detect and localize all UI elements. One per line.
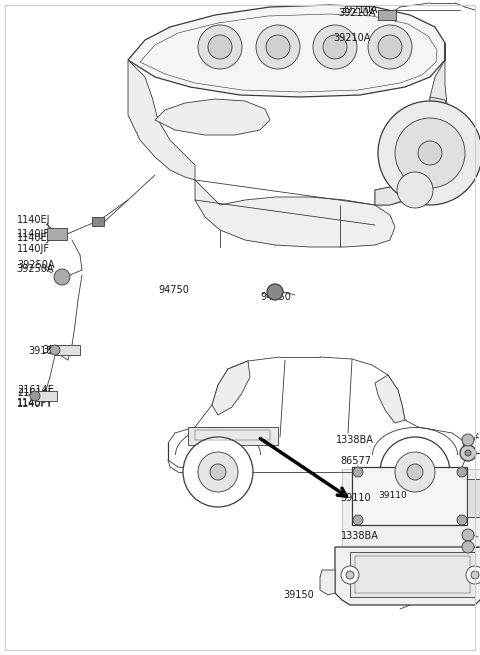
Text: 1140FY: 1140FY <box>17 399 53 409</box>
Bar <box>55 345 80 355</box>
Circle shape <box>378 35 402 59</box>
Circle shape <box>256 25 300 69</box>
Text: 1140EJ: 1140EJ <box>17 215 50 225</box>
Circle shape <box>397 172 433 208</box>
Circle shape <box>30 391 40 401</box>
Circle shape <box>466 566 480 584</box>
Circle shape <box>266 35 290 59</box>
Circle shape <box>460 445 476 461</box>
Polygon shape <box>375 97 452 205</box>
Polygon shape <box>375 375 405 423</box>
Text: 1338BA: 1338BA <box>336 435 374 445</box>
Polygon shape <box>155 99 270 135</box>
Text: 39210A: 39210A <box>340 5 377 15</box>
Circle shape <box>323 35 347 59</box>
Text: 1140JF: 1140JF <box>17 229 50 239</box>
Circle shape <box>457 467 467 477</box>
Text: 86577: 86577 <box>341 456 372 466</box>
Polygon shape <box>375 43 448 205</box>
Bar <box>195 430 270 440</box>
Text: 39180: 39180 <box>42 345 72 355</box>
Bar <box>355 556 470 593</box>
Text: 1140JF: 1140JF <box>17 244 50 254</box>
Text: 39110: 39110 <box>378 491 407 500</box>
Circle shape <box>54 269 70 285</box>
Circle shape <box>198 452 238 492</box>
Circle shape <box>462 541 474 553</box>
Text: 39150: 39150 <box>283 590 314 600</box>
Bar <box>467 479 480 517</box>
Bar <box>352 467 467 525</box>
Circle shape <box>407 464 423 480</box>
Text: 1338BA: 1338BA <box>341 531 379 541</box>
Circle shape <box>368 25 412 69</box>
Circle shape <box>341 566 359 584</box>
Text: 1140FY: 1140FY <box>17 398 53 409</box>
Circle shape <box>395 452 435 492</box>
Circle shape <box>313 25 357 69</box>
Circle shape <box>50 345 60 355</box>
Polygon shape <box>212 361 250 415</box>
Polygon shape <box>320 570 335 595</box>
Polygon shape <box>128 60 195 180</box>
Text: 94750: 94750 <box>260 292 291 302</box>
Circle shape <box>353 515 363 525</box>
Circle shape <box>380 437 450 507</box>
Bar <box>92 217 104 226</box>
Polygon shape <box>128 5 445 97</box>
Text: 39250A: 39250A <box>17 263 54 274</box>
Text: 39180: 39180 <box>29 346 60 356</box>
Polygon shape <box>195 180 395 247</box>
Circle shape <box>457 515 467 525</box>
Circle shape <box>471 571 479 579</box>
Circle shape <box>418 141 442 165</box>
Circle shape <box>183 437 253 507</box>
Text: 1140EJ: 1140EJ <box>17 233 50 244</box>
Circle shape <box>267 284 283 300</box>
Circle shape <box>208 35 232 59</box>
Circle shape <box>462 434 474 446</box>
Text: 21614E: 21614E <box>17 385 54 395</box>
Bar <box>35 391 57 401</box>
Circle shape <box>346 571 354 579</box>
Circle shape <box>210 464 226 480</box>
Bar <box>350 552 475 597</box>
Text: 39210A: 39210A <box>334 33 371 43</box>
Circle shape <box>353 467 363 477</box>
Text: 94750: 94750 <box>158 284 189 295</box>
Text: 21614E: 21614E <box>17 388 54 398</box>
Text: 39110: 39110 <box>341 493 372 503</box>
Circle shape <box>395 118 465 188</box>
Circle shape <box>465 450 471 456</box>
Circle shape <box>462 529 474 541</box>
Text: 39210A: 39210A <box>338 8 375 18</box>
Bar <box>342 469 480 547</box>
Bar <box>188 427 278 445</box>
Text: 39250A: 39250A <box>17 260 55 270</box>
Circle shape <box>378 101 480 205</box>
Polygon shape <box>335 547 480 605</box>
Bar <box>47 228 67 240</box>
Bar <box>378 10 396 20</box>
Circle shape <box>198 25 242 69</box>
